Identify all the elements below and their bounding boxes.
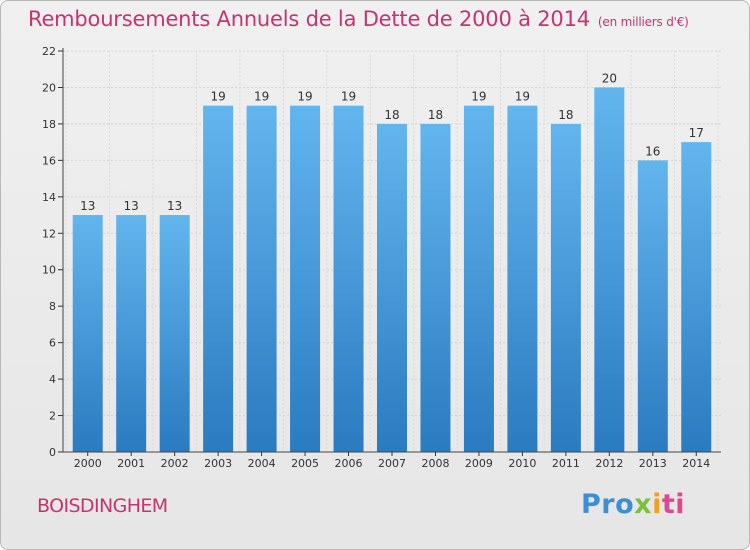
bar-value-label: 13 <box>167 199 182 213</box>
logo-part-1: Pro <box>581 489 635 520</box>
bar-value-label: 19 <box>471 90 486 104</box>
bar-2009[interactable] <box>463 105 494 452</box>
x-tick-label: 2004 <box>248 457 276 470</box>
bar-chart: 13 13 13 19 19 19 19 18 18 19 19 18 20 16 17 0 2 4 6 8 10 12… <box>42 45 721 470</box>
logo-part-4: ti <box>661 489 686 520</box>
bar-2012[interactable] <box>594 87 625 453</box>
x-tick-label: 2000 <box>74 457 102 470</box>
bar-2006[interactable] <box>333 105 364 452</box>
axes: 0 2 4 6 8 10 12 14 16 18 20 22 2000 2001 2002 2003 2004 2… <box>42 45 721 470</box>
bar-value-label: 16 <box>645 144 660 158</box>
y-tick-label: 2 <box>49 410 56 423</box>
x-tick-label: 2012 <box>595 457 623 470</box>
bar-2013[interactable] <box>637 160 668 452</box>
x-tick-label: 2009 <box>465 457 493 470</box>
bar-value-label: 18 <box>384 108 399 122</box>
bar-2000[interactable] <box>72 215 103 452</box>
bar-value-label: 13 <box>80 199 95 213</box>
y-tick-label: 22 <box>42 45 56 58</box>
bar-2014[interactable] <box>681 142 712 453</box>
y-tick-label: 12 <box>42 227 56 240</box>
bar-2001[interactable] <box>116 215 147 452</box>
y-tick-label: 10 <box>42 264 56 277</box>
bar-2008[interactable] <box>420 123 451 452</box>
bar-value-label: 13 <box>124 199 139 213</box>
logo-part-3: i <box>652 489 662 520</box>
x-tick-label: 2003 <box>204 457 232 470</box>
bar-value-label: 20 <box>602 71 617 85</box>
y-tick-label: 16 <box>42 154 56 167</box>
x-tick-label: 2011 <box>552 457 580 470</box>
bar-2011[interactable] <box>550 123 581 452</box>
bar-value-label: 17 <box>689 126 704 140</box>
bar-value-label: 19 <box>210 90 225 104</box>
x-tick-label: 2014 <box>682 457 710 470</box>
bar-value-label: 18 <box>558 108 573 122</box>
chart-title: Remboursements Annuels de la Dette de 20… <box>28 7 689 31</box>
bar-2007[interactable] <box>377 123 407 452</box>
y-tick-label: 6 <box>49 337 56 350</box>
bar-value-label: 19 <box>297 90 312 104</box>
chart-title-text: Remboursements Annuels de la Dette de 20… <box>28 7 590 31</box>
y-tick-label: 4 <box>49 373 56 386</box>
x-tick-label: 2013 <box>639 457 667 470</box>
x-tick-label: 2002 <box>161 457 189 470</box>
bar-2005[interactable] <box>290 105 321 452</box>
x-tick-label: 2008 <box>421 457 449 470</box>
bar-2003[interactable] <box>203 105 234 452</box>
bar-value-label: 19 <box>515 90 530 104</box>
city-name: BOISDINGHEM <box>37 495 168 517</box>
bar-2004[interactable] <box>246 105 277 452</box>
y-tick-label: 18 <box>42 118 56 131</box>
bar-value-label: 19 <box>254 90 269 104</box>
y-tick-label: 20 <box>42 81 56 94</box>
x-tick-label: 2005 <box>291 457 319 470</box>
proxiti-logo[interactable]: Proxiti <box>581 489 685 520</box>
x-tick-label: 2001 <box>117 457 145 470</box>
y-tick-label: 14 <box>42 191 56 204</box>
bar-2010[interactable] <box>507 105 538 452</box>
x-tick-label: 2007 <box>378 457 406 470</box>
bars: 13 13 13 19 19 19 19 18 18 19 19 18 20 16 17 <box>72 71 712 453</box>
bar-2002[interactable] <box>159 215 190 452</box>
y-tick-label: 0 <box>49 446 56 459</box>
x-tick-label: 2010 <box>508 457 536 470</box>
y-tick-label: 8 <box>49 300 56 313</box>
x-tick-label: 2006 <box>335 457 363 470</box>
chart-unit: (en milliers d'€) <box>597 15 689 29</box>
bar-value-label: 19 <box>341 90 356 104</box>
bar-value-label: 18 <box>428 108 443 122</box>
logo-part-2: x <box>634 489 653 520</box>
